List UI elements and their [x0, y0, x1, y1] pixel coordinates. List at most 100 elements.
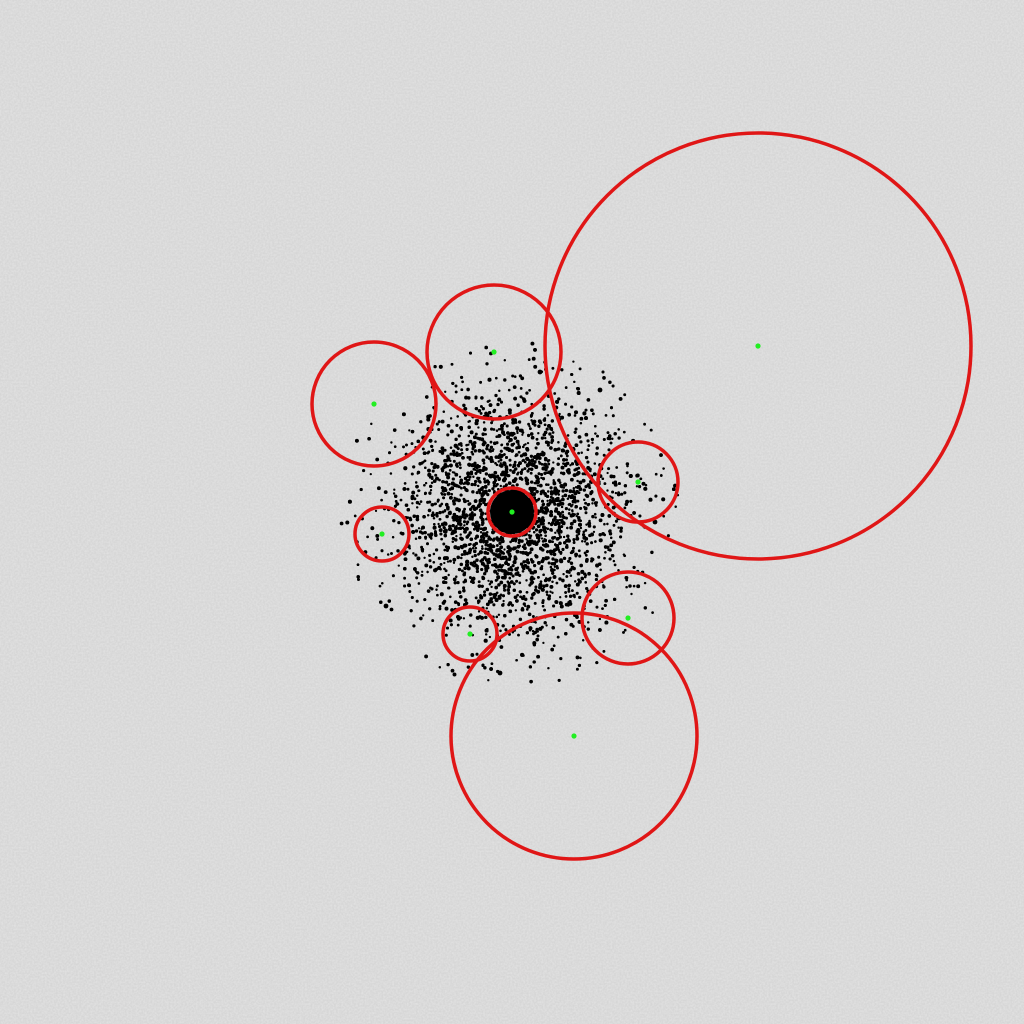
particle [532, 660, 536, 664]
particle [632, 511, 636, 515]
particle [527, 541, 532, 546]
particle [417, 582, 421, 585]
particle [454, 390, 458, 394]
particle [491, 551, 494, 555]
particle [603, 556, 606, 560]
particle [577, 532, 581, 536]
red-circle-4 [596, 440, 680, 524]
particle [643, 606, 648, 610]
particle [424, 563, 429, 568]
particle [463, 528, 466, 531]
particle [532, 455, 537, 459]
particle [438, 607, 442, 611]
particle [549, 552, 553, 555]
particle [426, 542, 429, 546]
center-marker-4 [635, 479, 641, 485]
particle [443, 526, 446, 530]
particle [565, 569, 570, 574]
particle [474, 419, 478, 422]
particle [465, 559, 470, 564]
particle [452, 672, 457, 677]
particle [560, 518, 564, 522]
particle [503, 548, 506, 551]
particle [529, 570, 534, 575]
particle [481, 442, 486, 447]
particle [446, 663, 450, 667]
particle [512, 465, 515, 469]
particle [446, 458, 450, 462]
particle [609, 543, 614, 548]
particle [396, 549, 400, 553]
particle [455, 451, 459, 455]
particle [434, 440, 437, 443]
particle [544, 456, 548, 460]
particle [572, 360, 575, 363]
particle [561, 547, 565, 551]
particle [432, 479, 437, 483]
particle [450, 492, 454, 496]
particle [536, 524, 541, 529]
particle [424, 466, 427, 469]
particle [544, 468, 548, 472]
particle [567, 412, 572, 417]
particle [497, 595, 502, 600]
particle [509, 540, 512, 544]
particle [469, 547, 472, 551]
particle [609, 441, 613, 445]
particle [573, 513, 576, 516]
particle [392, 492, 396, 495]
particle [587, 521, 592, 526]
particle [512, 560, 517, 565]
particle [504, 561, 509, 566]
particle [596, 575, 599, 578]
particle [518, 581, 522, 585]
particle [562, 516, 566, 520]
particle [582, 488, 586, 492]
particle [516, 403, 520, 407]
particle [355, 438, 359, 443]
particle [452, 561, 456, 564]
particle [449, 446, 453, 449]
particle [467, 502, 471, 506]
particle [511, 431, 516, 436]
particle [588, 533, 592, 538]
particle [600, 513, 605, 517]
particle [492, 603, 496, 607]
particle [591, 412, 595, 416]
particle [455, 423, 459, 427]
particle [488, 545, 493, 550]
particle [593, 462, 596, 465]
particle [477, 599, 481, 603]
particle [549, 584, 554, 589]
particle [492, 448, 495, 451]
particle [414, 537, 418, 541]
particle [568, 489, 573, 494]
particle [499, 458, 503, 462]
particle [587, 444, 591, 447]
particle [544, 534, 547, 538]
particle [551, 580, 554, 584]
particle [611, 540, 616, 545]
particle [608, 548, 612, 552]
particle [511, 564, 515, 568]
particle [598, 538, 603, 543]
particle [499, 580, 504, 585]
particle [480, 396, 484, 400]
particle [549, 486, 553, 490]
particle [412, 624, 416, 628]
particle [572, 489, 576, 492]
particle [544, 530, 548, 534]
particle [540, 587, 545, 592]
particle [478, 437, 482, 441]
particle [496, 575, 501, 580]
particle [582, 530, 586, 534]
particle [567, 559, 571, 563]
particle [482, 461, 486, 465]
particle [451, 515, 456, 520]
particle [457, 434, 461, 438]
particle [471, 442, 475, 447]
particle [482, 556, 487, 560]
particle [493, 563, 497, 567]
particle [542, 573, 545, 576]
particle [426, 589, 431, 593]
